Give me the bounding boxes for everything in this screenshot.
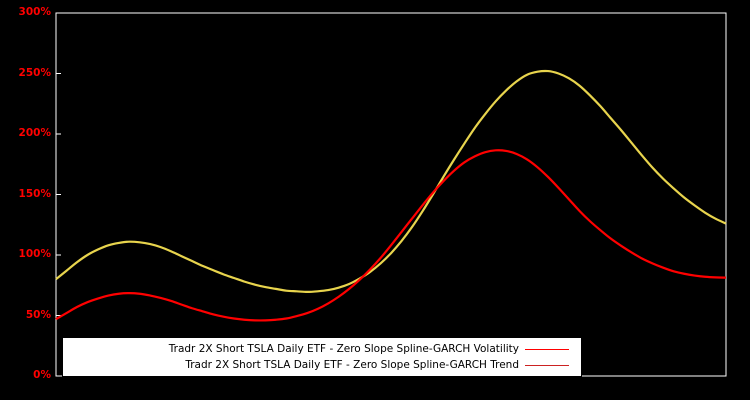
y-axis-tick-label: 200% (18, 127, 51, 139)
legend-label-volatility: Tradr 2X Short TSLA Daily ETF - Zero Slo… (168, 343, 519, 355)
legend-item-trend: Tradr 2X Short TSLA Daily ETF - Zero Slo… (67, 357, 577, 373)
y-axis-tick-label: 100% (18, 248, 51, 260)
y-axis-tick-label: 150% (18, 187, 51, 200)
series-line-volatility (55, 149, 727, 322)
legend-swatch-volatility (525, 348, 569, 350)
y-axis-tick-label: 50% (25, 308, 51, 321)
legend-item-volatility: Tradr 2X Short TSLA Daily ETF - Zero Slo… (67, 341, 577, 357)
y-axis-tick-label: 0% (33, 369, 51, 381)
y-axis-tick-label: 300% (18, 6, 51, 18)
legend-swatch-trend (525, 364, 569, 366)
series-line-trend (55, 69, 727, 294)
legend-label-trend: Tradr 2X Short TSLA Daily ETF - Zero Slo… (185, 359, 519, 371)
y-axis-tick-label: 250% (18, 66, 51, 79)
legend: Tradr 2X Short TSLA Daily ETF - Zero Slo… (62, 337, 582, 377)
